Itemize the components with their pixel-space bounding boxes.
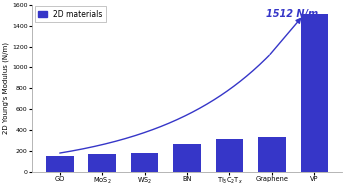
Bar [88,154,116,172]
Bar [173,144,201,172]
Bar [216,139,243,172]
Legend: 2D materials: 2D materials [35,6,106,22]
Text: 1512 N/m: 1512 N/m [266,9,318,19]
Bar [131,153,158,172]
Bar [258,137,286,172]
Bar [46,156,73,172]
Bar [300,14,328,172]
Y-axis label: 2D Young's Modulus (N/m): 2D Young's Modulus (N/m) [3,42,9,134]
